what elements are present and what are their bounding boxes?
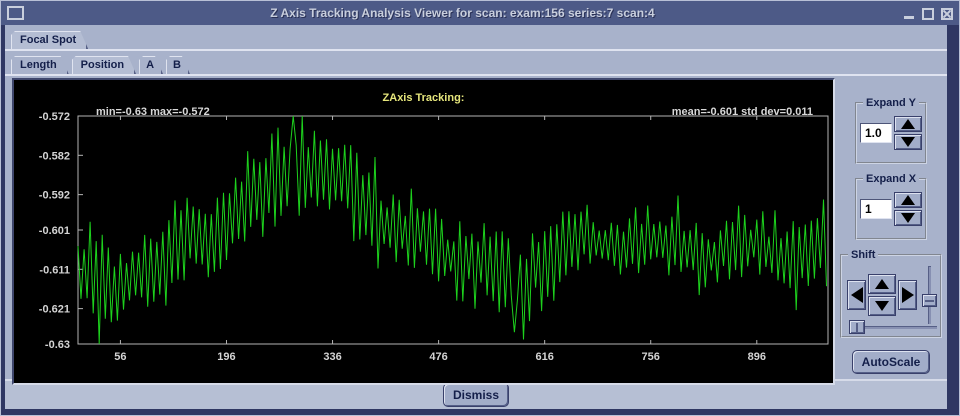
main-panel: Focal Spot Length Position A B 56 196 336 4… xyxy=(5,25,947,409)
svg-text:756: 756 xyxy=(642,351,660,363)
window-controls xyxy=(901,6,955,20)
chart-title: ZAxis Tracking: xyxy=(382,92,465,104)
expand-y-label: Expand Y xyxy=(863,96,919,110)
window-menu-icon[interactable] xyxy=(7,6,24,20)
tab-a[interactable]: A xyxy=(139,56,163,74)
chart-stats-min-max: min=-0.63 max=-0.572 xyxy=(96,106,210,118)
svg-text:-0.611: -0.611 xyxy=(39,264,70,276)
down-arrow-icon xyxy=(875,301,890,311)
expand-x-input[interactable] xyxy=(860,199,892,219)
close-icon[interactable] xyxy=(939,6,955,20)
tab-length[interactable]: Length xyxy=(11,56,69,74)
window-title: Z Axis Tracking Analysis Viewer for scan… xyxy=(270,6,655,20)
down-arrow-icon xyxy=(901,213,915,223)
autoscale-button[interactable]: AutoScale xyxy=(851,350,931,374)
focal-spot-pane: Length Position A B 56 196 336 476 616 756 896… xyxy=(5,49,947,385)
z-tracking-plot: 56 196 336 476 616 756 896 -0.572 -0.582 -0.592 -0… xyxy=(39,111,829,363)
svg-text:-0.572: -0.572 xyxy=(39,111,70,123)
chart-panel: 56 196 336 476 616 756 896 -0.572 -0.582 -0.592 -0… xyxy=(12,78,835,385)
shift-horizontal-slider[interactable] xyxy=(849,320,937,335)
up-arrow-icon xyxy=(901,119,915,129)
right-arrow-icon xyxy=(901,287,914,303)
slider-thumb[interactable] xyxy=(849,320,865,334)
expand-x-label: Expand X xyxy=(863,172,920,186)
expand-x-up-button[interactable] xyxy=(894,192,922,208)
dismiss-button[interactable]: Dismiss xyxy=(442,383,510,407)
expand-y-group: Expand Y xyxy=(855,96,927,164)
minimize-icon[interactable] xyxy=(901,6,917,20)
svg-text:56: 56 xyxy=(114,351,126,363)
svg-text:196: 196 xyxy=(217,351,235,363)
down-arrow-icon xyxy=(901,137,915,147)
up-arrow-icon xyxy=(901,195,915,205)
maximize-icon[interactable] xyxy=(920,6,936,20)
shift-left-button[interactable] xyxy=(847,280,867,310)
svg-text:616: 616 xyxy=(535,351,553,363)
shift-right-button[interactable] xyxy=(898,280,918,310)
expand-y-down-button[interactable] xyxy=(894,134,922,150)
expand-y-input[interactable] xyxy=(860,123,892,143)
up-arrow-icon xyxy=(875,279,890,289)
shift-vertical-slider[interactable] xyxy=(922,266,938,324)
svg-text:-0.621: -0.621 xyxy=(39,304,70,316)
svg-text:-0.601: -0.601 xyxy=(39,225,70,237)
tab-focal-spot[interactable]: Focal Spot xyxy=(11,31,88,49)
shift-label: Shift xyxy=(848,248,879,262)
svg-text:896: 896 xyxy=(748,351,766,363)
left-arrow-icon xyxy=(850,287,863,303)
titlebar: Z Axis Tracking Analysis Viewer for scan… xyxy=(1,1,959,25)
tab-b[interactable]: B xyxy=(166,56,190,74)
slider-thumb[interactable] xyxy=(922,294,938,307)
svg-text:-0.63: -0.63 xyxy=(45,339,70,351)
plot-controls: Expand Y Expand X xyxy=(835,76,947,377)
shift-up-button[interactable] xyxy=(868,274,897,294)
chart-stats-mean-std: mean=-0.601 std dev=0.011 xyxy=(671,106,813,118)
tabstrip-level1: Focal Spot xyxy=(5,28,947,49)
svg-text:476: 476 xyxy=(429,351,447,363)
expand-x-group: Expand X xyxy=(855,172,927,240)
expand-y-up-button[interactable] xyxy=(894,116,922,132)
shift-group: Shift xyxy=(840,248,942,338)
svg-text:336: 336 xyxy=(323,351,341,363)
svg-text:-0.592: -0.592 xyxy=(39,190,70,202)
svg-text:-0.582: -0.582 xyxy=(39,150,70,162)
slider-track xyxy=(849,326,937,329)
position-pane: 56 196 336 476 616 756 896 -0.572 -0.582 -0.592 -0… xyxy=(5,74,947,385)
shift-down-button[interactable] xyxy=(868,296,897,316)
tab-position[interactable]: Position xyxy=(72,56,136,74)
tabstrip-level2: Length Position A B xyxy=(5,54,947,74)
expand-x-down-button[interactable] xyxy=(894,210,922,226)
